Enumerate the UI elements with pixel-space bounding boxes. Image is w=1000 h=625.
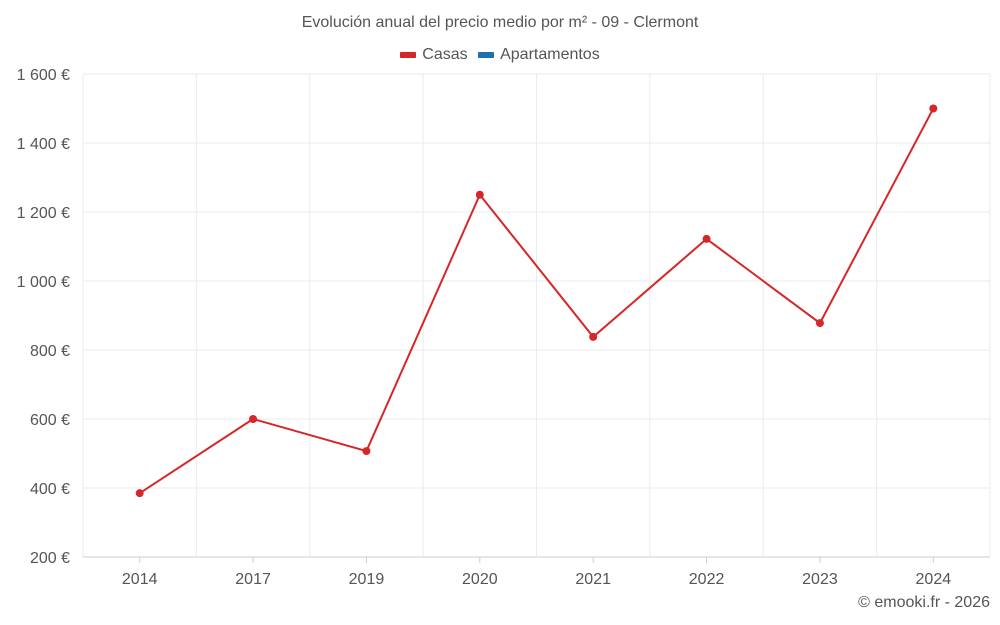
legend-item-casas[interactable]: Casas	[400, 46, 468, 64]
series-line-casas	[139, 108, 935, 495]
legend-item-apartamentos[interactable]: Apartamentos	[478, 46, 600, 64]
credit-text: © emooki.fr - 2026	[858, 594, 990, 611]
x-tick-label: 2014	[122, 571, 158, 588]
y-tick-label: 1 000 €	[17, 274, 70, 291]
legend-swatch-apartamentos	[478, 52, 495, 58]
y-tick-label: 600 €	[30, 412, 70, 429]
data-point	[135, 489, 144, 498]
y-tick-label: 200 €	[30, 550, 70, 567]
chart-title: Evolución anual del precio medio por m² …	[301, 14, 699, 31]
data-point	[702, 234, 711, 243]
data-point	[815, 319, 824, 328]
y-tick-label: 400 €	[30, 481, 70, 498]
y-tick-label: 800 €	[30, 343, 70, 360]
data-point	[475, 190, 484, 199]
x-tick-label: 2021	[575, 571, 611, 588]
x-tick-label: 2022	[689, 571, 725, 588]
y-tick-label: 1 200 €	[17, 205, 70, 222]
y-tick-label: 1 600 €	[17, 67, 70, 84]
legend: Casas Apartamentos	[0, 45, 1000, 64]
x-tick-label: 2020	[462, 571, 498, 588]
x-tick-label: 2024	[916, 571, 952, 588]
data-point	[589, 332, 598, 341]
x-tick-label: 2017	[235, 571, 271, 588]
x-tick-label: 2019	[349, 571, 385, 588]
data-point	[249, 415, 258, 423]
x-tick-label: 2023	[802, 571, 838, 588]
data-point	[929, 104, 938, 113]
y-tick-label: 1 400 €	[17, 136, 70, 153]
legend-label-casas: Casas	[422, 46, 468, 63]
legend-swatch-casas	[400, 52, 417, 58]
legend-label-apartamentos: Apartamentos	[500, 46, 600, 63]
data-point	[362, 447, 371, 456]
